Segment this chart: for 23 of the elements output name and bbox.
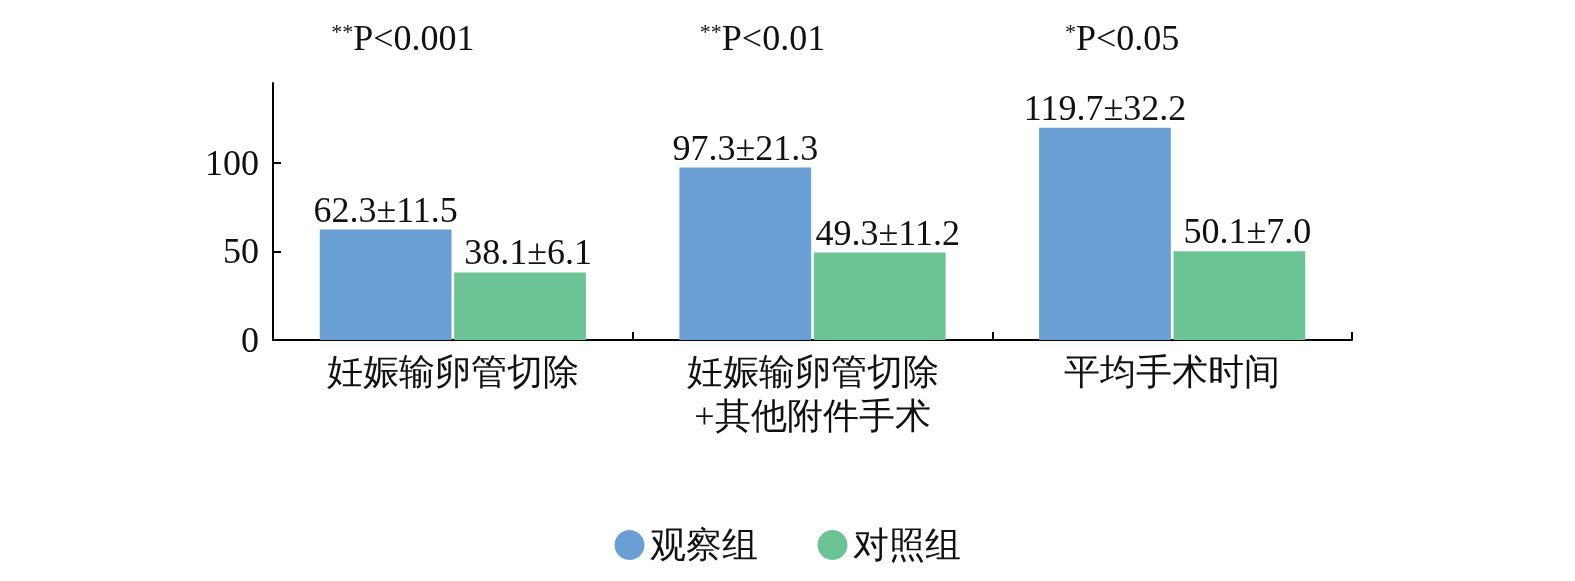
x-tick-label: 平均手术时间 <box>1064 352 1281 392</box>
text: **P<0.001 <box>331 18 475 58</box>
data-label: 97.3±21.3 <box>672 127 819 168</box>
text: **P<0.01 <box>699 18 826 58</box>
x-tick-label: 妊娠输卵管切除 +其他附件手术 <box>686 352 939 436</box>
y-tick-label: 100 <box>205 142 259 183</box>
bar <box>813 252 946 340</box>
data-label: 49.3±11.2 <box>815 212 960 253</box>
data-label: 38.1±6.1 <box>464 232 592 273</box>
legend-label: 观察组 <box>649 525 758 565</box>
bar <box>679 167 812 340</box>
bar <box>454 272 586 340</box>
y-tick-label: 50 <box>223 231 259 272</box>
data-label: 62.3±11.5 <box>313 189 458 230</box>
data-label: 50.1±7.0 <box>1183 211 1312 252</box>
bar <box>1173 251 1306 340</box>
bar <box>319 229 452 340</box>
text: *P<0.05 <box>1065 18 1180 58</box>
bar <box>1039 127 1171 340</box>
data-label: 119.7±32.2 <box>1023 87 1187 128</box>
x-tick-label: 妊娠输卵管切除 <box>326 352 579 392</box>
legend-label: 对照组 <box>852 525 961 565</box>
y-tick-label: 0 <box>241 320 259 360</box>
